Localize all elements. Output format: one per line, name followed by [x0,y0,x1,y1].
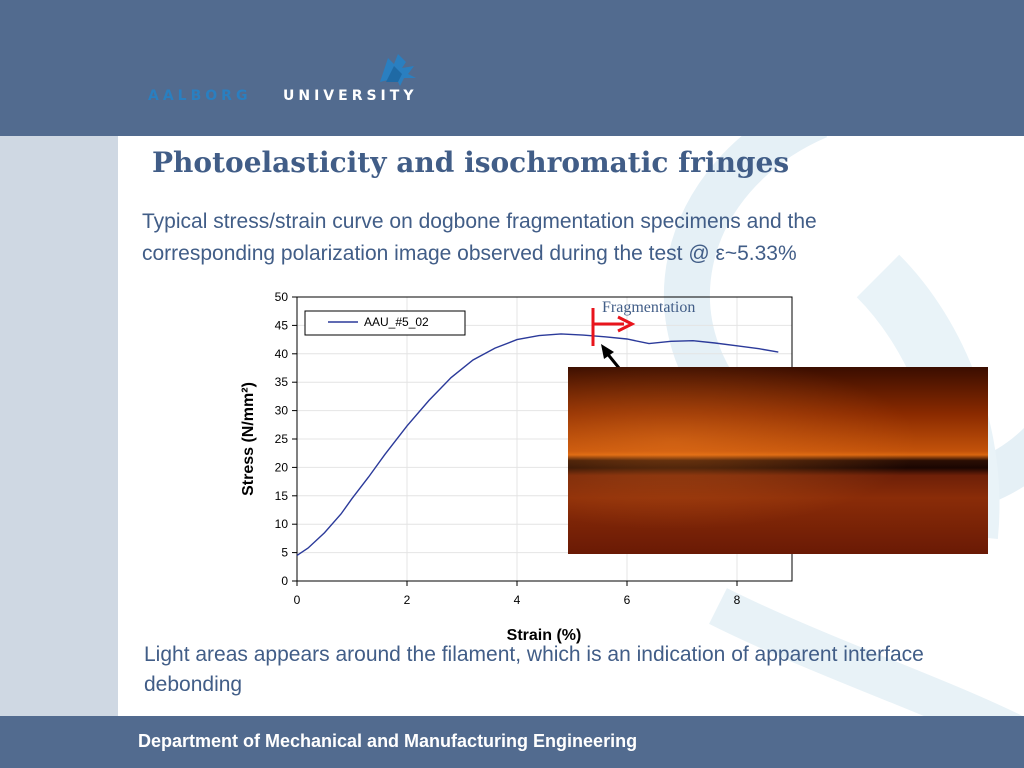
pointer-arrow-head [601,344,614,359]
footer-department: Department of Mechanical and Manufacturi… [138,731,638,751]
fragmentation-label: Fragmentation [602,299,695,316]
y-tick-label: 0 [281,574,288,588]
y-tick-label: 5 [281,546,288,560]
y-tick-label: 40 [275,347,289,361]
bottom-caption: Light areas appears around the filament,… [144,643,924,696]
x-tick-label: 0 [294,593,301,607]
x-tick-label: 6 [624,593,631,607]
x-tick-label: 8 [734,593,741,607]
y-tick-label: 15 [275,489,289,503]
x-tick-label: 2 [404,593,411,607]
slide-title: Photoelasticity and isochromatic fringes [152,146,790,179]
legend-box [304,310,466,336]
logo-word-aalborg: AALBORG [148,88,252,104]
legend-label: AAU_#5_02 [364,315,429,329]
y-tick-label: 50 [275,290,289,304]
y-tick-label: 20 [275,460,289,474]
y-tick-label: 25 [275,432,289,446]
x-axis-title: Strain (%) [507,627,582,644]
y-tick-label: 10 [275,517,289,531]
polarization-image-glow [568,367,988,554]
polarization-image [568,367,988,554]
logo-word-university: UNIVERSITY [283,88,418,104]
y-axis: 0 5 10 15 20 25 30 35 40 45 50 [275,290,297,588]
footer-bar [0,716,1024,768]
fragmentation-arrow-head [617,315,636,333]
series-line-aau-5-02 [296,333,779,556]
fragmentation-marker: Fragmentation [591,299,695,346]
x-tick-label: 4 [514,593,521,607]
intro-text: Typical stress/strain curve on dogbone f… [142,210,817,265]
header-bar [0,0,1024,136]
y-tick-label: 30 [275,404,289,418]
y-tick-label: 35 [275,375,289,389]
aau-logo-icon [380,54,416,86]
university-logo: AALBORG UNIVERSITY [148,52,448,112]
y-axis-title: Stress (N/mm²) [240,382,257,496]
left-sidebar-strip [0,136,118,716]
x-axis: 0 2 4 6 8 [294,581,741,607]
legend: AAU_#5_02 [304,310,466,336]
y-tick-label: 45 [275,318,289,332]
